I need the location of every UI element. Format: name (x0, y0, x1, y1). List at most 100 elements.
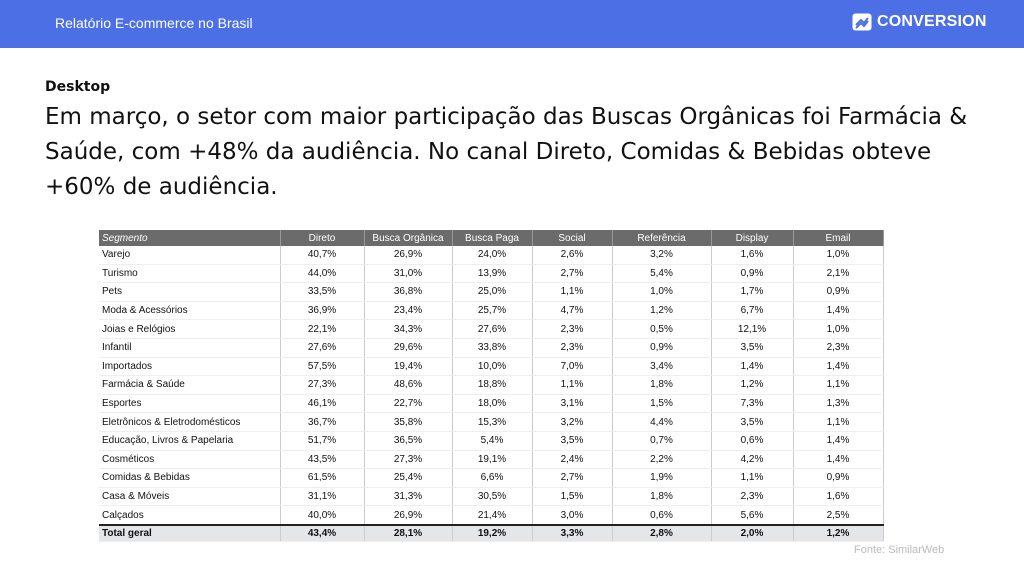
table-cell: 2,3% (793, 338, 884, 358)
table-cell: Casa & Móveis (99, 487, 281, 507)
table-cell: Turismo (99, 264, 281, 284)
table-cell: Moda & Acessórios (99, 301, 281, 321)
table-cell: 1,7% (711, 282, 794, 302)
table-cell: 1,9% (612, 468, 712, 488)
table-cell: 3,5% (532, 431, 613, 451)
table-cell: 34,3% (364, 319, 453, 339)
table-cell: 27,3% (280, 375, 365, 395)
table-cell: 0,9% (793, 282, 884, 302)
column-header: Direto (280, 230, 365, 246)
table-cell: 1,1% (532, 375, 613, 395)
table-cell: 7,3% (711, 394, 794, 414)
table-cell: 2,7% (532, 264, 613, 284)
table-cell: 2,1% (793, 264, 884, 284)
table-cell: 1,6% (793, 487, 884, 507)
table-cell: Varejo (99, 246, 281, 265)
table-cell: 27,3% (364, 450, 453, 470)
table-cell: 31,1% (280, 487, 365, 507)
table-cell: 5,4% (452, 431, 533, 451)
table-cell: 33,5% (280, 282, 365, 302)
table-cell: 1,1% (793, 412, 884, 432)
table-cell: 1,4% (793, 431, 884, 451)
table-cell: 5,6% (711, 505, 794, 526)
table-cell: 43,5% (280, 450, 365, 470)
table-cell: 18,0% (452, 394, 533, 414)
table-cell: 36,5% (364, 431, 453, 451)
table-row: Infantil 27,6% 29,6% 33,8% 2,3% 0,9% 3,5% 2,3% (99, 338, 884, 358)
column-header: Referência (612, 230, 712, 246)
table-cell: 3,2% (612, 246, 712, 265)
table-cell: 2,7% (532, 468, 613, 488)
table-cell: 1,4% (793, 357, 884, 377)
table-cell: 4,2% (711, 450, 794, 470)
table-cell: 40,7% (280, 246, 365, 265)
table-row: Importados 57,5% 19,4% 10,0% 7,0% 3,4% 1,4% 1,4… (99, 357, 884, 377)
table-row: Farmácia & Saúde 27,3% 48,6% 18,8% 1,1% 1,8% 1… (99, 375, 884, 395)
table-cell: 2,3% (532, 338, 613, 358)
table-cell: 1,4% (711, 357, 794, 377)
header-row: Segmento Direto Busca Orgânica Busca Paga So… (99, 230, 884, 246)
table-cell: 0,9% (711, 264, 794, 284)
column-header: Busca Orgânica (364, 230, 453, 246)
table-cell: Comidas & Bebidas (99, 468, 281, 488)
table-cell: 35,8% (364, 412, 453, 432)
column-header: Display (711, 230, 794, 246)
total-cell: 2,0% (711, 523, 794, 542)
table-cell: 12,1% (711, 319, 794, 339)
table-cell: 36,7% (280, 412, 365, 432)
table-cell: 1,0% (612, 282, 712, 302)
column-header: Email (793, 230, 884, 246)
total-cell: 3,3% (532, 523, 613, 542)
table-cell: 7,0% (532, 357, 613, 377)
report-title: Relatório E-commerce no Brasil (55, 15, 253, 31)
table-cell: 48,6% (364, 375, 453, 395)
table-cell: 4,4% (612, 412, 712, 432)
table-row: Esportes 46,1% 22,7% 18,0% 3,1% 1,5% 7,3% 1,3% (99, 394, 884, 414)
table-cell: 36,8% (364, 282, 453, 302)
total-cell: 43,4% (280, 523, 365, 542)
table-cell: 3,5% (711, 338, 794, 358)
column-header: Social (532, 230, 613, 246)
table-cell: 4,7% (532, 301, 613, 321)
total-cell: 1,2% (793, 523, 884, 542)
table-cell: 3,5% (711, 412, 794, 432)
table-cell: Joias e Relógios (99, 319, 281, 339)
table-cell: Educação, Livros & Papelaria (99, 431, 281, 451)
logo-icon (852, 13, 872, 31)
table-cell: 1,5% (532, 487, 613, 507)
table-cell: 31,0% (364, 264, 453, 284)
table-cell: 25,0% (452, 282, 533, 302)
table-cell: 31,3% (364, 487, 453, 507)
table-cell: 1,8% (612, 487, 712, 507)
table-cell: 3,1% (532, 394, 613, 414)
table-cell: 1,4% (793, 450, 884, 470)
table-cell: 0,9% (793, 468, 884, 488)
table-cell: Esportes (99, 394, 281, 414)
logo-text: CONVERSION (877, 13, 987, 30)
total-cell: 19,2% (452, 523, 533, 542)
table-cell: 22,7% (364, 394, 453, 414)
table-cell: 0,7% (612, 431, 712, 451)
table-cell: 1,1% (793, 375, 884, 395)
table-cell: 2,2% (612, 450, 712, 470)
data-table: Segmento Direto Busca Orgânica Busca Paga So… (99, 230, 884, 542)
table-cell: 46,1% (280, 394, 365, 414)
table-cell: 1,3% (793, 394, 884, 414)
table-cell: 23,4% (364, 301, 453, 321)
table-cell: 15,3% (452, 412, 533, 432)
table-cell: 3,2% (532, 412, 613, 432)
table-cell: 2,3% (711, 487, 794, 507)
table-row: Pets 33,5% 36,8% 25,0% 1,1% 1,0% 1,7% 0,9% (99, 282, 884, 302)
table-cell: 40,0% (280, 505, 365, 526)
table-cell: 19,4% (364, 357, 453, 377)
table-cell: 6,6% (452, 468, 533, 488)
table-cell: 2,5% (793, 505, 884, 526)
table-cell: 26,9% (364, 246, 453, 265)
table-row: Educação, Livros & Papelaria 51,7% 36,5% 5,… (99, 431, 884, 451)
table-cell: 2,4% (532, 450, 613, 470)
table-cell: Cosméticos (99, 450, 281, 470)
table-cell: 2,3% (532, 319, 613, 339)
total-cell: 2,8% (612, 523, 712, 542)
table-cell: 24,0% (452, 246, 533, 265)
table-cell: 57,5% (280, 357, 365, 377)
